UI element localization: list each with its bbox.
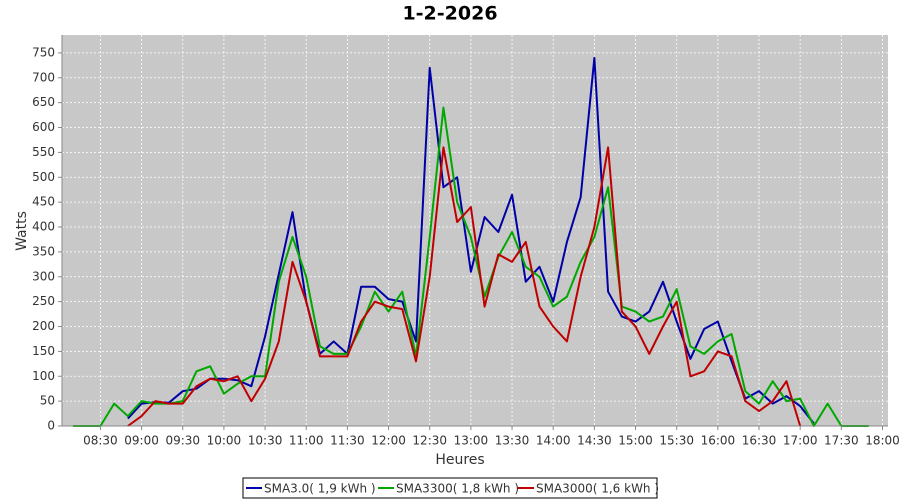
grid xyxy=(62,35,888,427)
y-tick-label: 50 xyxy=(40,394,55,408)
y-tick-label: 700 xyxy=(32,70,55,84)
x-tick-label: 18:00 xyxy=(865,434,900,448)
x-tick-label: 09:30 xyxy=(165,434,200,448)
y-tick-label: 200 xyxy=(32,319,55,333)
x-tick-label: 10:30 xyxy=(248,434,283,448)
x-tick-label: 14:30 xyxy=(577,434,612,448)
x-tick-label: 14:00 xyxy=(536,434,571,448)
x-tick-label: 15:00 xyxy=(618,434,653,448)
y-axis-title: Watts xyxy=(14,211,30,251)
chart-title: 1-2-2026 xyxy=(402,3,497,25)
y-tick-label: 600 xyxy=(32,120,55,134)
x-tick-label: 17:00 xyxy=(783,434,818,448)
y-tick-label: 150 xyxy=(32,344,55,358)
y-tick-label: 650 xyxy=(32,95,55,109)
x-tick-label: 16:30 xyxy=(742,434,777,448)
lines xyxy=(72,56,869,427)
series-line xyxy=(72,106,869,427)
y-tick-label: 300 xyxy=(32,269,55,283)
y-tick-label: 750 xyxy=(32,45,55,59)
x-tick-label: 08:30 xyxy=(83,434,118,448)
x-tick-label: 11:00 xyxy=(289,434,324,448)
legend-box xyxy=(242,477,658,499)
legend-label: SMA3000( 1,6 kWh ) xyxy=(536,482,659,496)
x-tick-label: 09:00 xyxy=(124,434,159,448)
x-axis-title: Heures xyxy=(435,452,484,468)
y-tick-label: 250 xyxy=(32,294,55,308)
x-tick-label: 15:30 xyxy=(659,434,694,448)
x-tick-label: 16:00 xyxy=(701,434,736,448)
x-tick-label: 11:30 xyxy=(330,434,365,448)
x-tick-label: 13:30 xyxy=(495,434,530,448)
x-tick-label: 12:00 xyxy=(371,434,406,448)
y-tick-label: 500 xyxy=(32,170,55,184)
y-tick-label: 400 xyxy=(32,220,55,234)
x-tick-label: 17:30 xyxy=(824,434,859,448)
legend-label: SMA3.0( 1,9 kWh ) xyxy=(264,482,376,496)
series-line xyxy=(127,146,802,427)
y-tick-label: 0 xyxy=(47,419,55,433)
x-tick-label: 12:30 xyxy=(412,434,447,448)
x-tick-label: 10:00 xyxy=(207,434,242,448)
y-tick-label: 100 xyxy=(32,369,55,383)
y-tick-label: 350 xyxy=(32,244,55,258)
y-tick-label: 550 xyxy=(32,145,55,159)
x-tick-label: 13:00 xyxy=(454,434,489,448)
y-tick-label: 450 xyxy=(32,195,55,209)
legend: SMA3.0( 1,9 kWh ) SMA3300( 1,8 kWh ) SMA30… xyxy=(246,482,659,496)
legend-label: SMA3300( 1,8 kWh ) xyxy=(396,482,519,496)
